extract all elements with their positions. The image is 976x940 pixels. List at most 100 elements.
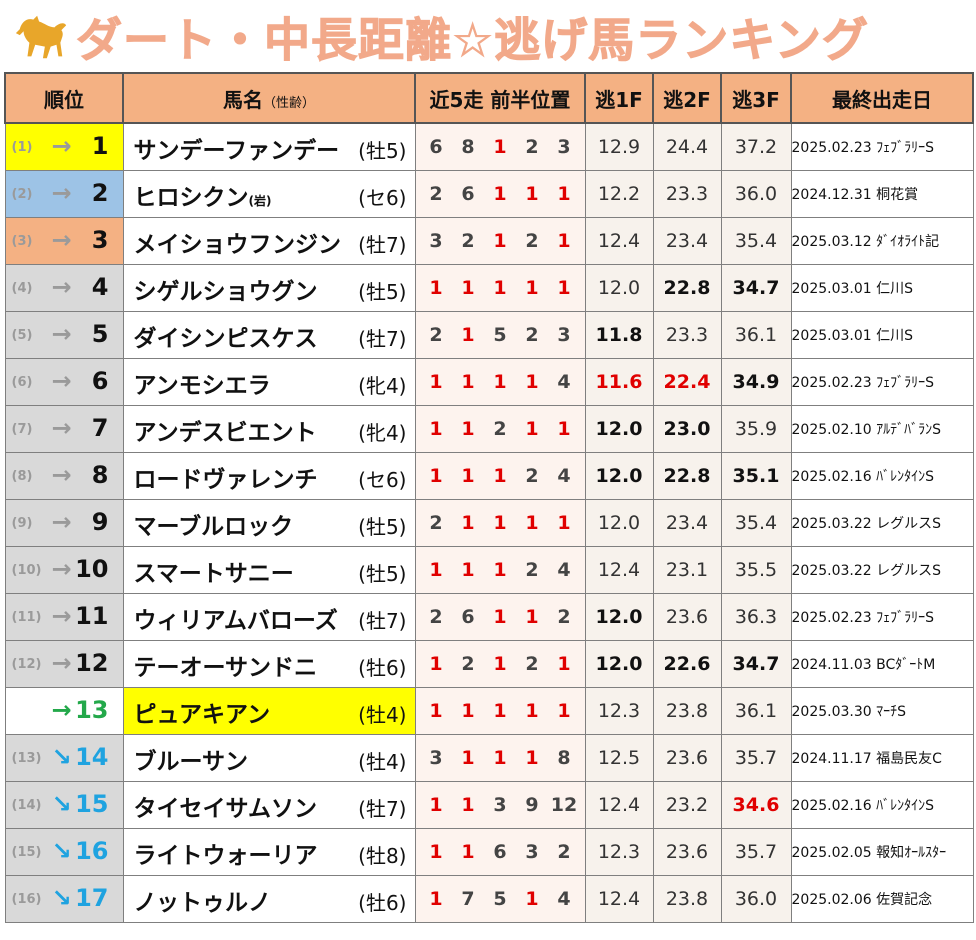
sex-age: (牡8) bbox=[358, 843, 407, 868]
horse-name: ノットゥルノ bbox=[133, 889, 272, 916]
trend-arrow-icon: → bbox=[51, 554, 72, 583]
last-race-date: 2025.02.23 bbox=[791, 374, 872, 391]
sex-age: (牡5) bbox=[358, 561, 407, 586]
position-value: 1 bbox=[525, 511, 539, 534]
horse-name-suffix: (岩) bbox=[248, 193, 272, 208]
horse-name-cell: シゲルショウグン (牡5) bbox=[122, 263, 416, 312]
horse-name: タイセイサムソン bbox=[133, 795, 318, 822]
table-header-row: 順位 馬名（性齢） 近5走 前半位置 逃1F 逃2F 逃3F 最終出走日 bbox=[4, 72, 974, 124]
previous-rank: (15) bbox=[11, 844, 42, 860]
position-value: 2 bbox=[429, 182, 443, 205]
last-race-cell: 2025.03.22 レグルスS bbox=[790, 498, 974, 547]
position-value: 1 bbox=[525, 746, 539, 769]
trend-arrow-icon: → bbox=[51, 225, 72, 254]
last-race-date: 2025.02.10 bbox=[791, 421, 872, 438]
position-value: 1 bbox=[429, 276, 443, 299]
position-value: 1 bbox=[557, 699, 571, 722]
last-race-cell: 2025.02.23 ﾌｪﾌﾞﾗﾘｰS bbox=[790, 592, 974, 641]
last-race-cell: 2024.11.17 福島民友C bbox=[790, 733, 974, 782]
f1-time: 12.0 bbox=[584, 592, 654, 641]
f3-time: 34.7 bbox=[720, 639, 792, 688]
last-race-date: 2025.03.22 bbox=[791, 515, 872, 532]
position-value: 1 bbox=[429, 464, 443, 487]
position-value: 1 bbox=[429, 652, 443, 675]
position-value: 1 bbox=[525, 699, 539, 722]
position-value: 1 bbox=[461, 370, 475, 393]
current-rank: 7 bbox=[91, 413, 109, 442]
f3-time: 36.0 bbox=[720, 874, 792, 923]
current-rank: 10 bbox=[75, 554, 109, 583]
table-row: (7) → 7 アンデスビエント (牝4) 1 1 2 1 1 12.0 23.0 35.9 2025.0… bbox=[4, 404, 974, 453]
last-race-name: ﾌｪﾌﾞﾗﾘｰS bbox=[876, 139, 935, 156]
current-rank: 4 bbox=[91, 272, 109, 301]
last-race-date: 2025.03.01 bbox=[791, 280, 872, 297]
last-race-cell: 2025.02.23 ﾌｪﾌﾞﾗﾘｰS bbox=[790, 357, 974, 406]
last-race-name: BCﾀﾞｰﾄM bbox=[876, 656, 936, 673]
position-value: 2 bbox=[525, 558, 539, 581]
horse-name-wrap: マーブルロック bbox=[134, 507, 294, 541]
f1-time: 12.0 bbox=[584, 639, 654, 688]
f2-time: 22.8 bbox=[652, 451, 722, 500]
trend-arrow-icon: → bbox=[51, 695, 72, 724]
position-value: 1 bbox=[461, 323, 475, 346]
position-value: 2 bbox=[525, 135, 539, 158]
position-value: 2 bbox=[493, 417, 507, 440]
horse-name-wrap: ウィリアムバローズ bbox=[134, 601, 338, 635]
position-value: 5 bbox=[493, 323, 507, 346]
f2-time: 22.6 bbox=[652, 639, 722, 688]
sex-age: (牝4) bbox=[358, 373, 407, 398]
previous-rank: (11) bbox=[11, 609, 42, 625]
f3-time: 34.7 bbox=[720, 263, 792, 312]
horse-name-cell: アンモシエラ (牝4) bbox=[122, 357, 416, 406]
position-value: 3 bbox=[493, 793, 507, 816]
sex-age: (牡6) bbox=[358, 890, 407, 915]
horse-name-cell: スマートサニー (牡5) bbox=[122, 545, 416, 594]
f3-time: 34.9 bbox=[720, 357, 792, 406]
current-rank: 6 bbox=[91, 366, 109, 395]
position-value: 1 bbox=[461, 464, 475, 487]
position-value: 3 bbox=[429, 229, 443, 252]
f3-time: 36.1 bbox=[720, 310, 792, 359]
table-row: (12) → 12 テーオーサンドニ (牡6) 1 2 1 2 1 12.0 22.6 34.7 2024… bbox=[4, 639, 974, 688]
sex-age: (セ6) bbox=[358, 467, 407, 492]
position-value: 6 bbox=[461, 182, 475, 205]
position-value: 4 bbox=[557, 464, 571, 487]
position-value: 1 bbox=[557, 182, 571, 205]
previous-rank: (10) bbox=[11, 562, 42, 578]
position-value: 1 bbox=[429, 417, 443, 440]
f2-time: 23.0 bbox=[652, 404, 722, 453]
last-race-cell: 2025.02.10 ｱﾙﾃﾞﾊﾞﾗﾝS bbox=[790, 404, 974, 453]
horse-name-cell: マーブルロック (牡5) bbox=[122, 498, 416, 547]
position-value: 3 bbox=[429, 746, 443, 769]
f1-time: 12.2 bbox=[584, 169, 654, 218]
previous-rank: (13) bbox=[11, 750, 42, 766]
horse-name-cell: ヒロシクン(岩) (セ6) bbox=[122, 169, 416, 218]
f2-time: 23.6 bbox=[652, 592, 722, 641]
position-value: 12 bbox=[550, 793, 578, 816]
rank-cell: (5) → 5 bbox=[4, 310, 124, 359]
f2-time: 23.2 bbox=[652, 780, 722, 829]
horse-name-cell: テーオーサンドニ (牡6) bbox=[122, 639, 416, 688]
horse-name-wrap: ロードヴァレンチ bbox=[134, 460, 318, 494]
horse-name-wrap: ヒロシクン(岩) bbox=[134, 178, 272, 212]
position-value: 1 bbox=[525, 887, 539, 910]
position-value: 1 bbox=[493, 652, 507, 675]
table-row: (15) ↘ 16 ライトウォーリア (牡8) 1 1 6 3 2 12.3 23.6 35.7 2025… bbox=[4, 827, 974, 876]
table-body: (1) → 1 サンデーファンデー (牡5) 6 8 1 2 3 12.9 24.4 37.2 2025.… bbox=[4, 122, 974, 923]
rank-cell: (14) ↘ 15 bbox=[4, 780, 124, 829]
position-value: 2 bbox=[557, 840, 571, 863]
position-value: 3 bbox=[525, 840, 539, 863]
last-race-date: 2025.03.30 bbox=[791, 703, 872, 720]
last-race-date: 2025.02.23 bbox=[791, 609, 872, 626]
table-row: (11) → 11 ウィリアムバローズ (牡7) 2 6 1 1 2 12.0 23.6 36.3 202… bbox=[4, 592, 974, 641]
f3-time: 34.6 bbox=[720, 780, 792, 829]
horse-name-wrap: タイセイサムソン bbox=[134, 789, 318, 823]
horse-name-cell: ライトウォーリア (牡8) bbox=[122, 827, 416, 876]
